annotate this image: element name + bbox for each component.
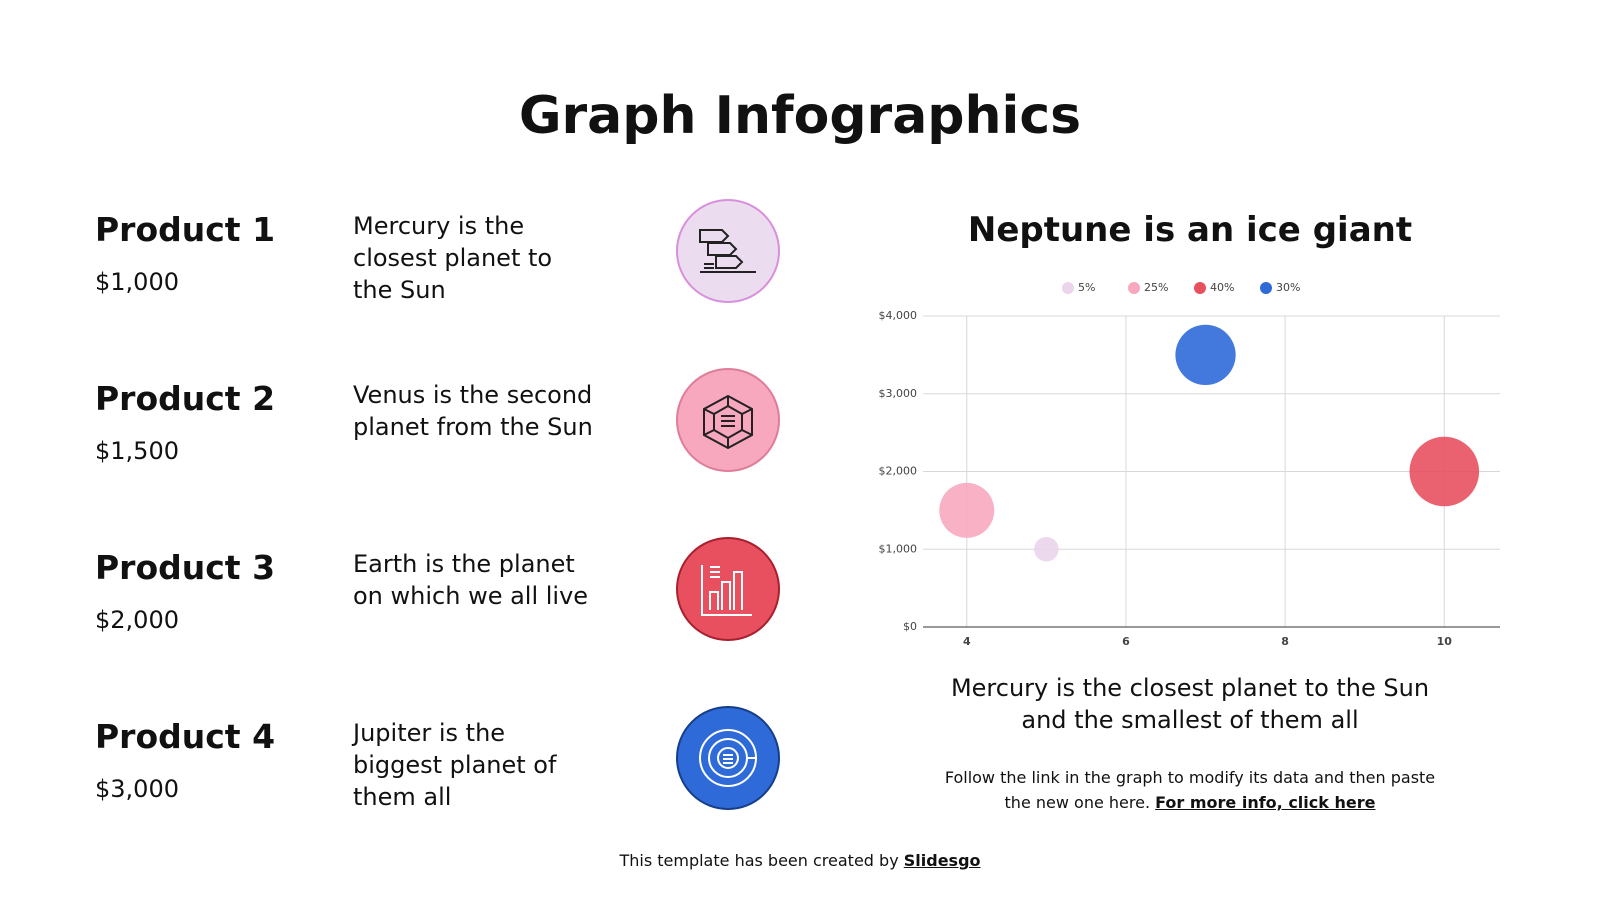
credit-text: This template has been created by xyxy=(619,851,899,870)
chart-caption: Mercury is the closest planet to the Sun… xyxy=(950,674,1430,734)
note: Follow the link in the graph to modify i… xyxy=(930,765,1450,815)
legend-label: 5% xyxy=(1078,281,1095,294)
chart-title: Neptune is an ice giant xyxy=(967,210,1413,250)
y-tick-label: $3,000 xyxy=(879,387,918,400)
info-link[interactable]: For more info, click here xyxy=(1155,793,1376,812)
bubble xyxy=(1034,536,1059,562)
icon-1 xyxy=(676,199,780,303)
slide-title: Graph Infographics xyxy=(518,86,1082,146)
product-description: Earth is the planet on which we all live xyxy=(353,550,589,610)
x-tick-label: 10 xyxy=(1437,635,1453,648)
product-name: Product 4 xyxy=(95,717,276,756)
icon-2 xyxy=(676,368,780,472)
y-tick-label: $4,000 xyxy=(879,309,918,322)
legend-label: 40% xyxy=(1210,281,1234,294)
product-price: $1,000 xyxy=(95,268,179,296)
product-price: $2,000 xyxy=(95,606,179,634)
credit-link[interactable]: Slidesgo xyxy=(903,851,981,870)
product-description: Jupiter is the biggest planet of them al… xyxy=(353,719,557,811)
y-tick-label: $1,000 xyxy=(879,542,918,555)
x-tick-label: 6 xyxy=(1122,635,1130,648)
note-text: Follow the link in the graph to modify i… xyxy=(944,768,1436,812)
product-name: Product 2 xyxy=(95,379,276,418)
product-description: Mercury is the closest planet to the Sun xyxy=(353,212,553,304)
legend-label: 30% xyxy=(1276,281,1300,294)
legend-swatch xyxy=(1062,282,1074,294)
legend-swatch xyxy=(1260,282,1272,294)
y-tick-label: $0 xyxy=(903,620,917,633)
product-name: Product 1 xyxy=(95,210,276,249)
product-description: Venus is the second planet from the Sun xyxy=(353,381,593,441)
legend-label: 25% xyxy=(1144,281,1168,294)
product-name: Product 3 xyxy=(95,548,276,587)
bubble xyxy=(1409,436,1480,507)
legend-swatch xyxy=(1194,282,1206,294)
x-tick-label: 4 xyxy=(963,635,971,648)
product-price: $3,000 xyxy=(95,775,179,803)
icon-3 xyxy=(676,537,780,641)
bubble xyxy=(1175,324,1236,385)
icon-4 xyxy=(676,706,780,810)
bubble xyxy=(939,482,995,538)
product-price: $1,500 xyxy=(95,437,179,465)
credit: This template has been created by Slides… xyxy=(0,851,1600,870)
x-tick-label: 8 xyxy=(1281,635,1289,648)
legend-swatch xyxy=(1128,282,1140,294)
y-tick-label: $2,000 xyxy=(879,465,918,478)
